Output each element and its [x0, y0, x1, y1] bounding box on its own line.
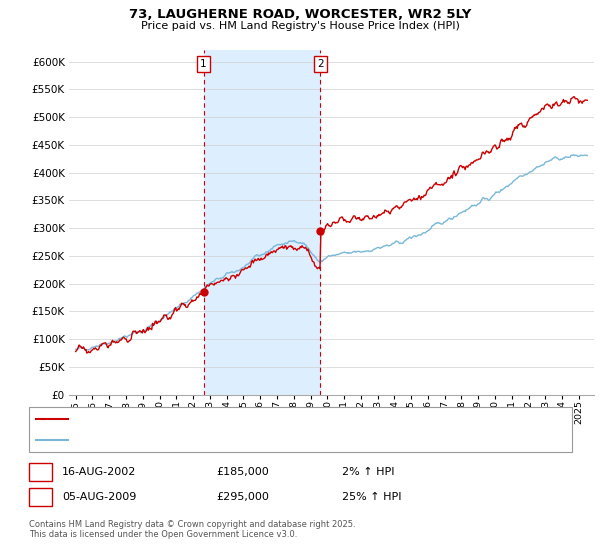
Bar: [203, 50, 320, 395]
Text: 2% ↑ HPI: 2% ↑ HPI: [342, 467, 395, 477]
Text: Price paid vs. HM Land Registry's House Price Index (HPI): Price paid vs. HM Land Registry's House …: [140, 21, 460, 31]
Text: 2: 2: [317, 59, 324, 69]
Text: 73, LAUGHERNE ROAD, WORCESTER, WR2 5LY: 73, LAUGHERNE ROAD, WORCESTER, WR2 5LY: [129, 8, 471, 21]
Text: 1: 1: [37, 467, 44, 477]
Text: HPI: Average price, detached house, Worcester: HPI: Average price, detached house, Worc…: [72, 435, 307, 445]
Text: 1: 1: [200, 59, 207, 69]
Text: £185,000: £185,000: [216, 467, 269, 477]
Text: 73, LAUGHERNE ROAD, WORCESTER, WR2 5LY (detached house): 73, LAUGHERNE ROAD, WORCESTER, WR2 5LY (…: [72, 414, 394, 424]
Text: Contains HM Land Registry data © Crown copyright and database right 2025.
This d: Contains HM Land Registry data © Crown c…: [29, 520, 355, 539]
Text: 25% ↑ HPI: 25% ↑ HPI: [342, 492, 401, 502]
Text: 16-AUG-2002: 16-AUG-2002: [62, 467, 136, 477]
Text: 2: 2: [37, 492, 44, 502]
Text: 05-AUG-2009: 05-AUG-2009: [62, 492, 136, 502]
Text: £295,000: £295,000: [216, 492, 269, 502]
